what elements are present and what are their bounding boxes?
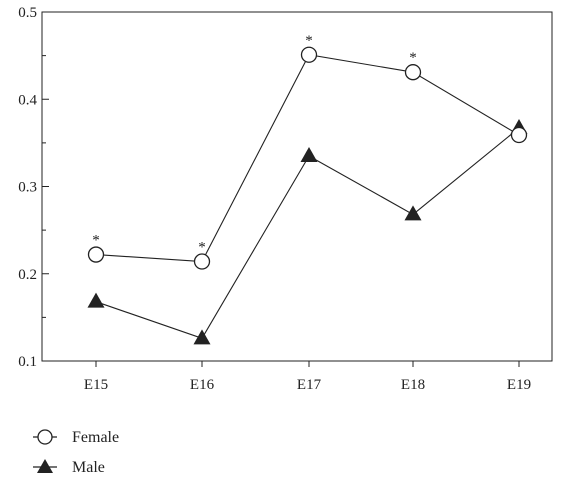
legend: Female Male [33,429,119,476]
y-tick-label: 0.1 [18,354,37,370]
legend-item-male: Male [33,459,105,476]
y-tick-label: 0.4 [18,92,37,108]
x-tick-label: E16 [190,377,215,393]
data-point-female [404,64,422,81]
x-tick-label: E18 [401,377,425,393]
legend-item-female: Female [33,429,119,446]
significance-marker: * [92,233,100,249]
x-tick-label: E19 [507,377,531,393]
significance-marker: * [198,240,206,256]
data-point-female [510,126,528,144]
y-tick-label: 0.5 [18,5,37,21]
legend-label-female: Female [72,429,119,446]
data-point-male [193,329,211,345]
legend-label-male: Male [72,459,105,476]
y-tick-label: 0.3 [18,180,37,196]
significance-marker: * [305,33,313,49]
y-tick-label: 0.2 [18,267,37,283]
x-tick-label: E17 [297,377,322,393]
data-point-male [300,146,318,162]
data-point-male [404,205,422,221]
data-point-female [300,46,318,63]
data-point-female [87,246,105,263]
data-point-male [87,292,105,308]
significance-marker: * [409,50,417,66]
plot-frame [41,11,553,362]
x-tick-label: E15 [84,377,108,393]
series-layer: * * * * [87,33,528,345]
data-point-female [193,253,211,270]
chart-axes: 0.1 0.2 0.3 0.4 0.5 E15 E16 E17 E18 E19 [18,5,553,393]
